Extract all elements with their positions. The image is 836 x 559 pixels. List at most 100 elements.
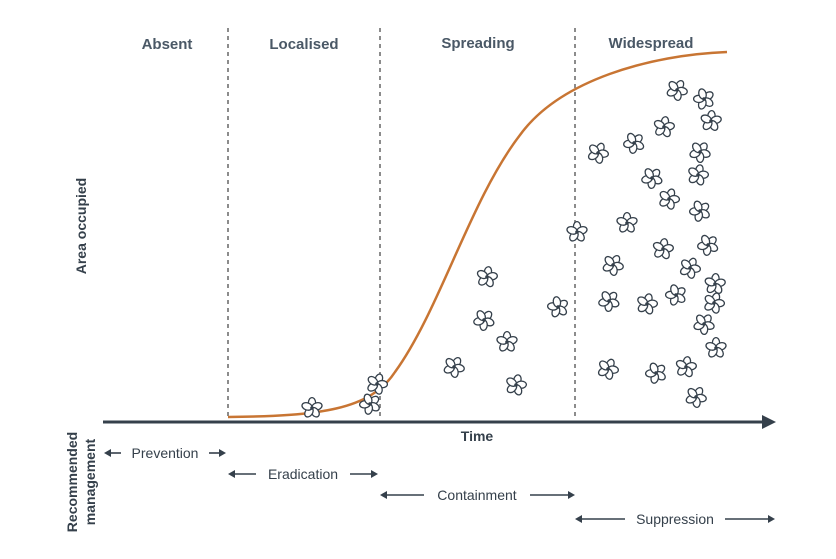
management-containment: Containment bbox=[437, 487, 516, 503]
stage-label-spreading: Spreading bbox=[441, 35, 514, 52]
flower-icon bbox=[675, 356, 697, 378]
flower-center bbox=[611, 263, 615, 267]
time-axis bbox=[103, 415, 776, 429]
flower-center bbox=[661, 247, 665, 251]
flower-center bbox=[596, 151, 600, 155]
stage-labels: Absent Localised Spreading Widespread bbox=[142, 35, 694, 53]
flower-icon bbox=[653, 116, 675, 138]
flower-center bbox=[575, 230, 579, 234]
flower-icon bbox=[473, 310, 495, 332]
suppression-arrow-right-head-icon bbox=[768, 515, 775, 523]
flower-center bbox=[654, 371, 658, 375]
flower-icon bbox=[704, 292, 726, 314]
flower-center bbox=[368, 402, 372, 406]
flower-icon bbox=[705, 336, 727, 358]
flower-icon bbox=[688, 200, 710, 222]
suppression-arrow-left-head-icon bbox=[575, 515, 582, 523]
flower-icon bbox=[506, 374, 528, 396]
plant-icon-group bbox=[301, 79, 727, 418]
stage-label-localised: Localised bbox=[269, 36, 338, 53]
management-label-line1: Recommended bbox=[64, 432, 80, 532]
flower-icon bbox=[641, 168, 663, 190]
flower-icon bbox=[666, 79, 688, 102]
flower-icon bbox=[689, 142, 711, 164]
flower-icon bbox=[358, 393, 380, 415]
flower-center bbox=[645, 302, 649, 306]
flower-icon bbox=[597, 358, 619, 380]
flower-icon bbox=[644, 362, 666, 384]
flower-center bbox=[632, 141, 636, 145]
flower-icon bbox=[685, 386, 707, 409]
time-axis-arrowhead-icon bbox=[762, 415, 776, 429]
flower-center bbox=[485, 275, 489, 279]
flower-icon bbox=[443, 356, 465, 379]
eradication-arrow bbox=[228, 470, 378, 478]
flower-center bbox=[698, 209, 702, 213]
flower-center bbox=[310, 406, 314, 410]
flower-icon bbox=[692, 88, 714, 110]
flower-icon bbox=[367, 373, 389, 395]
flower-icon bbox=[693, 314, 715, 336]
flower-center bbox=[505, 340, 509, 344]
containment-arrow bbox=[380, 491, 575, 499]
flower-icon bbox=[496, 330, 518, 352]
flower-icon bbox=[616, 211, 638, 233]
stage-label-widespread: Widespread bbox=[609, 35, 694, 52]
x-axis-label: Time bbox=[461, 428, 494, 444]
prevention-arrow bbox=[104, 449, 226, 457]
flower-icon bbox=[546, 296, 569, 318]
flower-center bbox=[606, 367, 610, 371]
eradication-arrow-right-head-icon bbox=[371, 470, 378, 478]
flower-center bbox=[688, 266, 692, 270]
flower-center bbox=[694, 395, 698, 399]
flower-center bbox=[696, 173, 700, 177]
flower-icon bbox=[476, 266, 498, 288]
flower-icon bbox=[704, 272, 726, 294]
prevention-arrow-right-head-icon bbox=[219, 449, 226, 457]
flower-icon bbox=[697, 234, 719, 256]
flower-icon bbox=[587, 142, 609, 164]
flower-center bbox=[662, 125, 666, 129]
flower-icon bbox=[688, 164, 710, 186]
flower-center bbox=[713, 282, 717, 286]
flower-center bbox=[709, 119, 713, 123]
flower-center bbox=[375, 382, 379, 386]
flower-center bbox=[667, 197, 671, 201]
flower-center bbox=[556, 305, 560, 309]
flower-center bbox=[650, 176, 654, 180]
management-arrows bbox=[104, 449, 775, 523]
flower-icon bbox=[664, 284, 686, 306]
flower-center bbox=[712, 301, 716, 305]
stage-label-absent: Absent bbox=[142, 36, 193, 53]
flower-icon bbox=[566, 220, 588, 242]
flower-icon bbox=[659, 188, 681, 210]
flower-icon bbox=[598, 291, 620, 313]
flower-icon bbox=[637, 293, 659, 315]
management-labels: Prevention Eradication Containment Suppr… bbox=[132, 445, 714, 527]
flower-icon bbox=[602, 254, 624, 277]
flower-center bbox=[706, 243, 710, 247]
flower-center bbox=[625, 221, 629, 225]
flower-center bbox=[714, 346, 718, 350]
eradication-arrow-left-head-icon bbox=[228, 470, 235, 478]
management-eradication: Eradication bbox=[268, 466, 338, 482]
flower-icon bbox=[652, 238, 674, 260]
management-suppression: Suppression bbox=[636, 511, 714, 527]
containment-arrow-right-head-icon bbox=[568, 491, 575, 499]
management-prevention: Prevention bbox=[132, 445, 199, 461]
flower-center bbox=[684, 365, 688, 369]
flower-center bbox=[702, 322, 706, 326]
containment-arrow-left-head-icon bbox=[380, 491, 387, 499]
prevention-arrow-left-head-icon bbox=[104, 449, 111, 457]
flower-center bbox=[607, 299, 611, 303]
flower-center bbox=[702, 97, 706, 101]
flower-icon bbox=[700, 109, 722, 131]
flower-center bbox=[482, 318, 486, 322]
suppression-arrow bbox=[575, 515, 775, 523]
flower-center bbox=[514, 383, 518, 387]
flower-icon bbox=[623, 132, 645, 154]
management-label-line2: management bbox=[82, 438, 98, 525]
y-axis-label: Area occupied bbox=[73, 178, 89, 274]
flower-center bbox=[698, 150, 702, 154]
